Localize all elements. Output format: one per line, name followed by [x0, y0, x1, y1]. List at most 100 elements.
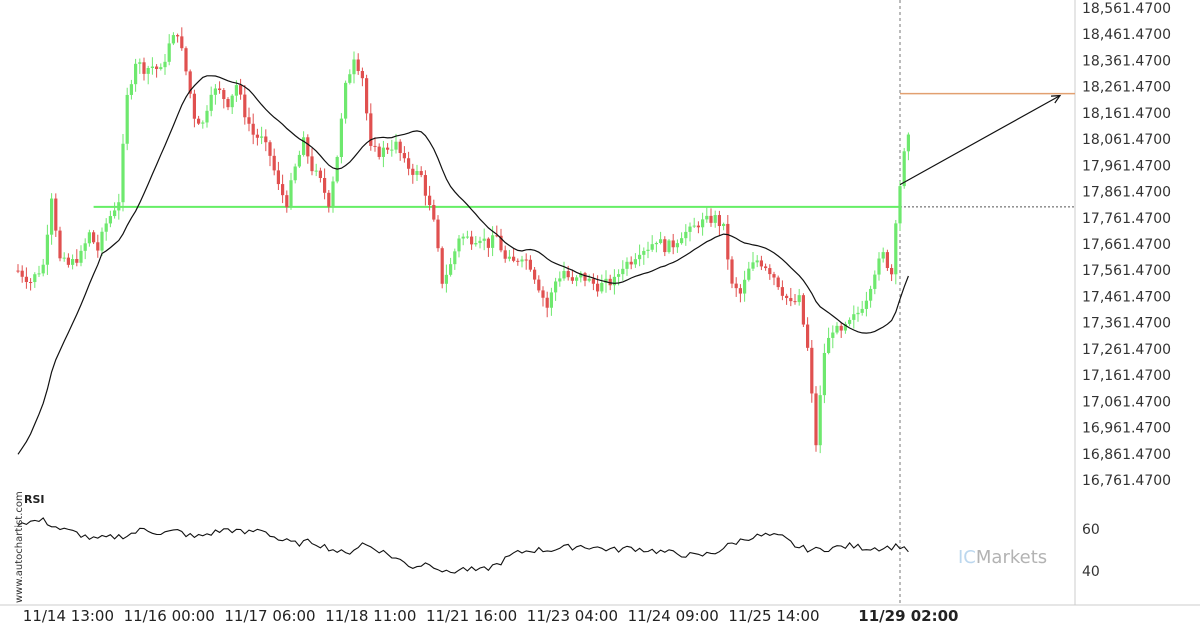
candle: [394, 133, 398, 154]
candle-body: [759, 260, 763, 267]
candle: [474, 236, 478, 247]
candle-body: [71, 259, 75, 265]
candle-body: [310, 156, 314, 172]
candle: [696, 221, 700, 234]
candle-body: [696, 225, 700, 228]
time-tick-label: 11/24 09:00: [628, 607, 719, 625]
candle: [507, 249, 511, 262]
candle: [239, 78, 243, 100]
candle-body: [617, 274, 621, 277]
candle-body: [663, 239, 667, 253]
candlesticks: [16, 27, 910, 454]
candle: [83, 238, 87, 260]
candle: [562, 261, 566, 281]
candle-body: [24, 276, 28, 283]
candle: [24, 267, 28, 289]
candle-body: [516, 260, 520, 262]
candle-body: [234, 85, 238, 96]
candle: [289, 172, 293, 210]
time-tick-label: 11/23 04:00: [527, 607, 618, 625]
candle-body: [848, 319, 852, 324]
candle: [621, 260, 625, 281]
price-tick-label: 17,061.4700: [1082, 394, 1171, 410]
candle-body: [247, 117, 251, 124]
candle-body: [684, 231, 688, 239]
candle-body: [188, 71, 192, 94]
candle-body: [209, 94, 213, 111]
candle: [537, 275, 541, 293]
candle-body: [575, 277, 579, 281]
time-tick-label: 11/17 06:00: [224, 607, 315, 625]
candle-body: [415, 171, 419, 175]
candle: [709, 208, 713, 227]
candle: [100, 227, 104, 256]
candle: [806, 317, 810, 351]
candle: [381, 140, 385, 168]
candle-body: [797, 295, 801, 303]
candle-body: [213, 88, 217, 95]
candle: [180, 27, 184, 51]
candle-body: [457, 238, 461, 252]
candle-body: [671, 240, 675, 248]
candle: [827, 327, 831, 355]
candle: [533, 267, 537, 284]
candle-body: [432, 205, 436, 220]
price-tick-label: 17,361.4700: [1082, 316, 1171, 332]
candle-body: [772, 274, 776, 278]
brand-part-markets: Markets: [976, 547, 1047, 568]
candle-body: [461, 236, 465, 239]
candle-body: [864, 300, 868, 309]
candle: [633, 253, 637, 268]
candle: [58, 226, 62, 262]
candle-body: [83, 243, 87, 251]
candle: [461, 233, 465, 246]
candle-body: [764, 266, 768, 269]
candle-body: [54, 198, 58, 231]
candle-body: [877, 258, 881, 275]
candle: [121, 133, 125, 212]
candle: [407, 151, 411, 176]
candle: [881, 247, 885, 263]
candle-body: [537, 279, 541, 291]
candle-body: [37, 273, 41, 275]
candle-body: [722, 223, 726, 227]
candle: [470, 230, 474, 250]
candle: [96, 234, 100, 258]
candle: [360, 67, 364, 87]
candle-body: [423, 175, 427, 196]
candle: [449, 257, 453, 277]
candle-body: [751, 262, 755, 269]
candle-body: [814, 393, 818, 446]
candle-body: [323, 177, 327, 193]
candle-body: [709, 215, 713, 223]
candle: [398, 139, 402, 161]
candle-body: [747, 268, 751, 280]
candle: [591, 273, 595, 291]
candle: [159, 63, 163, 71]
candle-body: [512, 256, 516, 261]
candle-body: [520, 259, 524, 262]
candle: [860, 300, 864, 316]
price-tick-label: 16,861.4700: [1082, 447, 1171, 463]
candle-body: [890, 267, 894, 275]
candle: [575, 275, 579, 287]
candle: [654, 241, 658, 253]
candle-body: [860, 308, 864, 313]
candle-body: [436, 219, 440, 249]
arrow-head: [1050, 94, 1062, 104]
time-tick-label: 11/16 00:00: [124, 607, 215, 625]
candle-body: [898, 186, 902, 224]
candle-body: [314, 170, 318, 172]
candle: [155, 64, 159, 78]
candle: [554, 277, 558, 301]
candle-body: [801, 295, 805, 325]
candle: [596, 275, 600, 297]
candle-body: [507, 256, 511, 259]
candle: [331, 176, 335, 213]
candle-body: [659, 239, 663, 243]
candle-body: [390, 149, 394, 151]
candle: [545, 291, 549, 318]
candle-body: [822, 352, 826, 396]
candle-body: [692, 225, 696, 227]
candle: [549, 287, 553, 316]
